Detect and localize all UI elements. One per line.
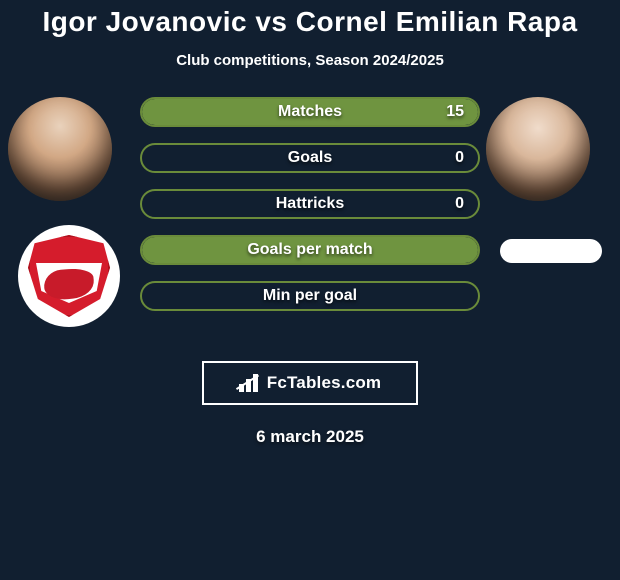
date-text: 6 march 2025	[0, 427, 620, 447]
stat-bar: Matches15	[140, 97, 480, 127]
brand-box: FcTables.com	[202, 361, 418, 405]
page-title: Igor Jovanovic vs Cornel Emilian Rapa	[0, 0, 620, 38]
stat-bars: Matches15Goals0Hattricks0Goals per match…	[140, 97, 480, 327]
brand-text: FcTables.com	[267, 373, 382, 393]
player-left-avatar	[8, 97, 112, 201]
stat-bar: Hattricks0	[140, 189, 480, 219]
stat-bar-label: Matches	[142, 99, 478, 125]
stat-bar-label: Goals per match	[142, 237, 478, 263]
stat-bar: Goals per match	[140, 235, 480, 265]
stat-bar-value: 0	[455, 191, 464, 217]
stat-bar-label: Hattricks	[142, 191, 478, 217]
player-right-club-badge	[500, 239, 602, 263]
stat-bar: Goals0	[140, 143, 480, 173]
stat-bar-label: Min per goal	[142, 283, 478, 309]
stat-bar-label: Goals	[142, 145, 478, 171]
chart-arrow-icon	[239, 374, 261, 392]
stat-bar-value: 0	[455, 145, 464, 171]
player-right-avatar	[486, 97, 590, 201]
dinamo-shield-icon	[28, 235, 110, 317]
stat-bar: Min per goal	[140, 281, 480, 311]
stat-bar-value: 15	[446, 99, 464, 125]
player-left-club-badge	[18, 225, 120, 327]
subtitle: Club competitions, Season 2024/2025	[0, 52, 620, 69]
